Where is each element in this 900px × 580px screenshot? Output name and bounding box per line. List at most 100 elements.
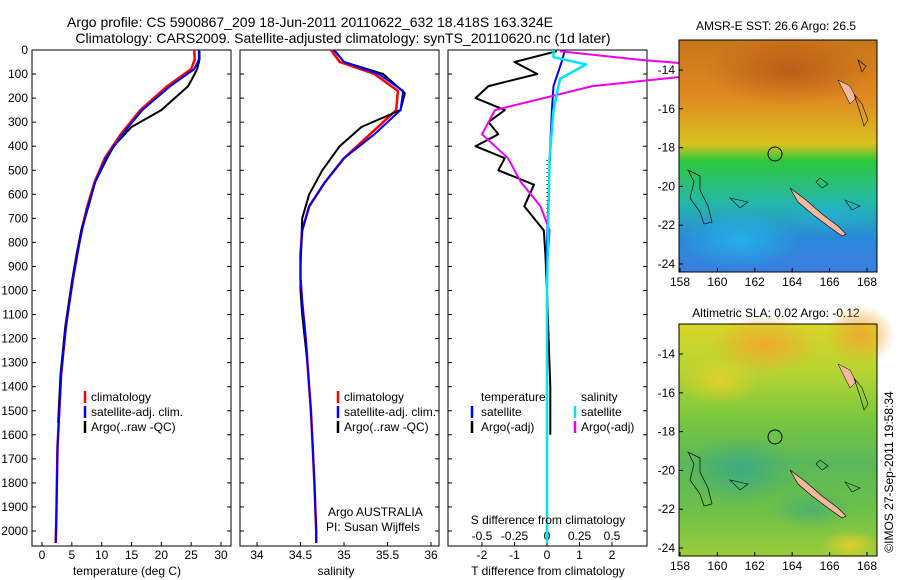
x-tick-label: 0	[39, 548, 46, 562]
loyalty-islands	[844, 481, 861, 493]
reef-outline	[853, 377, 869, 411]
difference-legend: temperature satellite Argo(-adj) salinit…	[470, 390, 634, 434]
x-tick-label: 30	[214, 548, 228, 562]
map-x-tick-label: 158	[670, 275, 690, 289]
temperature-x-axis: 0 5 10 15 20 25 30	[39, 542, 228, 562]
legend-label-climatology: climatology	[344, 390, 404, 404]
legend-salinity-title: salinity	[581, 390, 618, 404]
series-line	[546, 49, 566, 543]
series-line	[54, 49, 196, 544]
map-x-tick-label: 162	[745, 559, 765, 573]
s-difference-label: S difference from climatology	[471, 513, 626, 527]
map-y-tick-label: -18	[658, 425, 676, 439]
depth-tick-label: 1800	[1, 476, 28, 490]
map-y-tick-label: -16	[658, 386, 676, 400]
series-line	[474, 50, 558, 435]
reef-islands	[837, 79, 857, 105]
chesterfield-reef	[729, 197, 749, 209]
x-tick-label: -2	[477, 548, 488, 562]
x-tick-label: 34.5	[289, 548, 313, 562]
loyalty-reef	[815, 177, 829, 189]
new-caledonia-island	[789, 469, 847, 519]
x-tick-label: 0	[544, 548, 551, 562]
reef-islands	[837, 363, 857, 389]
depth-tick-label: 1500	[1, 404, 28, 418]
depth-tick-label: 1600	[1, 428, 28, 442]
map-y-tick-label: -16	[658, 102, 676, 116]
map-x-tick-label: 164	[782, 275, 802, 289]
s-tick-label: 0.5	[604, 529, 621, 543]
legend-temperature-title: temperature	[481, 390, 546, 404]
t-difference-x-axis: -2 -1 0 1 2	[477, 542, 616, 562]
map-x-tick-label: 160	[707, 275, 727, 289]
depth-tick-label: 1000	[1, 284, 28, 298]
depth-tick-label: 1200	[1, 332, 28, 346]
depth-tick-label: 1400	[1, 380, 28, 394]
map-x-tick-label: 160	[707, 559, 727, 573]
sla-yellow-patch-2	[820, 530, 880, 560]
depth-tick-label: 2000	[1, 524, 28, 538]
reef-outline-2	[857, 59, 867, 73]
legend-label-temp-satellite: satellite	[481, 405, 522, 419]
x-tick-label: 10	[95, 548, 109, 562]
sla-map-frame	[678, 323, 878, 557]
depth-tick-label: 1900	[1, 500, 28, 514]
x-tick-label: 36	[424, 548, 438, 562]
argo-country-note: Argo AUSTRALIA	[328, 505, 423, 519]
salinity-x-axis: 34 34.5 35 35.5 36	[250, 542, 438, 562]
x-tick-label: 35.5	[376, 548, 400, 562]
series-line	[545, 50, 588, 543]
sla-high-patch-2	[825, 305, 895, 365]
map-y-tick-label: -14	[658, 347, 676, 361]
depth-tick-label: 600	[8, 187, 28, 201]
depth-tick-label: 200	[8, 91, 28, 105]
depth-tick-label: 800	[8, 235, 28, 249]
sla-map-axes: 158 160 162 164 166 168 -14 -16 -18 -20 -22 -24	[658, 347, 878, 573]
x-tick-label: 1	[576, 548, 583, 562]
legend-label-sal-satellite: satellite	[581, 405, 622, 419]
depth-tick-label: 1300	[1, 356, 28, 370]
chesterfield-reef	[729, 479, 749, 491]
temperature-series	[54, 49, 201, 544]
depth-tick-label: 0	[21, 43, 28, 57]
sla-low-patch-2	[770, 490, 850, 530]
s-tick-label: 0.25	[568, 529, 592, 543]
map-y-tick-label: -20	[658, 179, 676, 193]
s-tick-label: -0.25	[501, 529, 529, 543]
depth-tick-label: 700	[8, 211, 28, 225]
legend-label-satellite: satellite-adj. clim.	[344, 405, 436, 419]
depth-tick-label: 300	[8, 115, 28, 129]
difference-series	[474, 49, 756, 543]
figure-title-line2: Climatology: CARS2009. Satellite-adjuste…	[75, 30, 610, 46]
map-y-tick-label: -14	[658, 63, 676, 77]
map-x-tick-label: 164	[782, 559, 802, 573]
map-x-tick-label: 168	[857, 559, 877, 573]
sla-yellow-patch	[680, 355, 760, 405]
map-y-tick-label: -22	[658, 218, 676, 232]
series-line	[299, 50, 406, 363]
x-tick-label: -1	[509, 548, 520, 562]
legend-label-sal-argo: Argo(-adj)	[581, 420, 634, 434]
x-tick-label: 15	[125, 548, 139, 562]
legend-label-argo: Argo(..raw -QC)	[91, 420, 176, 434]
depth-axis: 0 100 200 300 400 500 600 700 800 900 1000 1100 1200…	[1, 43, 647, 538]
legend-label-satellite: satellite-adj. clim.	[91, 405, 183, 419]
sst-cool-patch	[680, 210, 800, 270]
legend-label-argo: Argo(..raw -QC)	[344, 420, 429, 434]
series-line	[299, 49, 405, 543]
x-tick-label: 34	[250, 548, 264, 562]
figure-title-line1: Argo profile: CS 5900867_209 18-Jun-2011…	[67, 14, 553, 30]
series-line	[57, 51, 201, 423]
sst-map-frame	[678, 39, 878, 273]
vanuatu-outline	[687, 451, 713, 507]
x-tick-label: 20	[155, 548, 169, 562]
s-difference-axis: -0.5-0.2500.250.5	[472, 529, 621, 543]
map-y-tick-label: -24	[658, 541, 676, 555]
argo-location-marker-sst	[767, 146, 783, 162]
sla-map-title: Altimetric SLA: 0.02 Argo: -0.12	[692, 306, 860, 320]
argo-location-marker-sla	[767, 429, 783, 445]
x-tick-label: 25	[184, 548, 198, 562]
depth-tick-label: 500	[8, 163, 28, 177]
salinity-legend: climatology satellite-adj. clim. Argo(..…	[336, 390, 436, 434]
